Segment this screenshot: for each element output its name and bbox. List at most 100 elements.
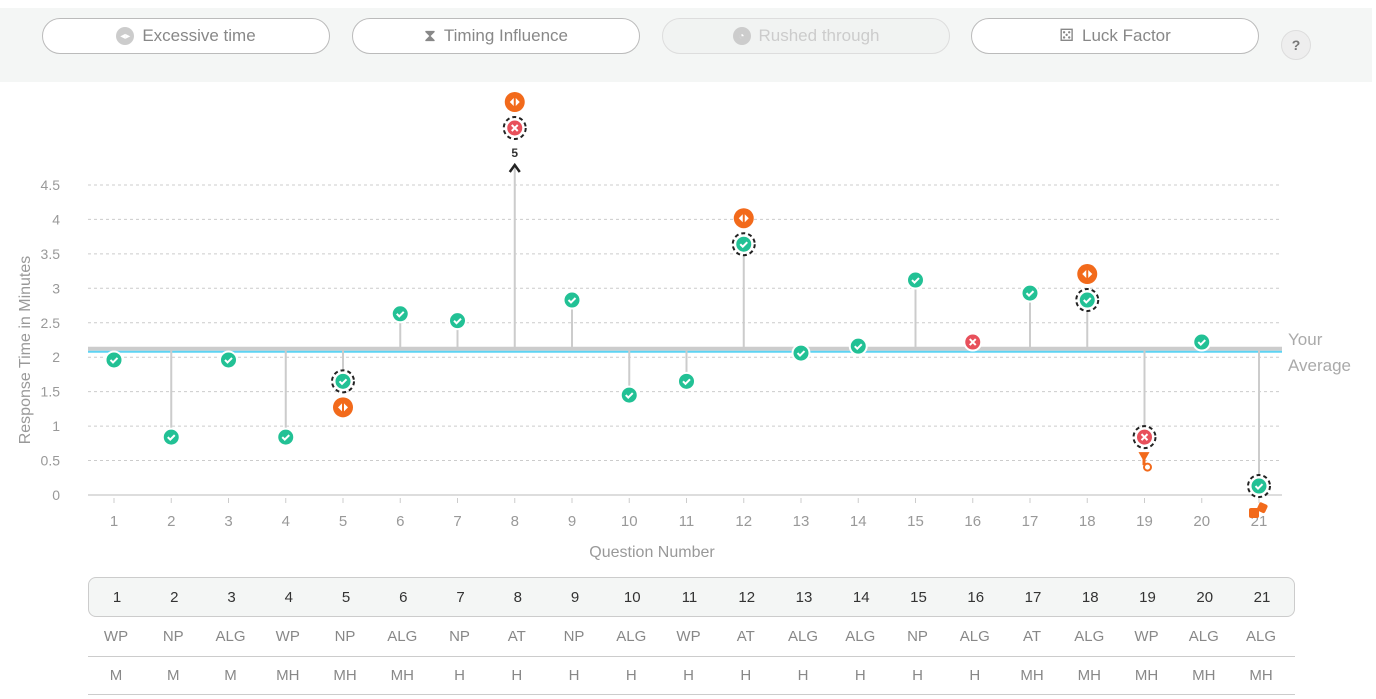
check-icon bbox=[739, 241, 748, 249]
check-icon bbox=[396, 311, 405, 318]
correct-point[interactable] bbox=[731, 232, 756, 257]
correct-point[interactable] bbox=[791, 343, 811, 363]
table-cell: 20 bbox=[1196, 589, 1214, 606]
correct-point[interactable] bbox=[448, 311, 467, 331]
table-cell: M bbox=[167, 667, 180, 684]
table-cell: ALG bbox=[787, 628, 818, 645]
table-cell: NP bbox=[907, 628, 928, 645]
table-cell: H bbox=[740, 667, 752, 684]
excessive-time-button[interactable]: ◂▸ Excessive time bbox=[42, 18, 330, 54]
button-label: Excessive time bbox=[142, 26, 256, 45]
x-tick-label: 3 bbox=[224, 513, 232, 530]
correct-point[interactable] bbox=[562, 290, 582, 310]
point-marker bbox=[448, 311, 467, 331]
table-cell: 7 bbox=[456, 589, 465, 606]
table-cell: ALG bbox=[1188, 628, 1219, 645]
excessive-time-icon: ◂▸ bbox=[116, 27, 135, 45]
check-icon bbox=[796, 350, 806, 357]
table-cell: 12 bbox=[738, 589, 756, 606]
table-cell: H bbox=[568, 667, 580, 684]
y-tick-label: 2 bbox=[52, 349, 60, 365]
check-icon bbox=[911, 277, 920, 284]
button-label: Timing Influence bbox=[443, 26, 569, 45]
table-cell: 2 bbox=[170, 589, 179, 606]
x-tick-label: 10 bbox=[621, 513, 638, 530]
x-icon bbox=[969, 338, 977, 346]
table-cell: MH bbox=[276, 667, 300, 684]
table-cell: 11 bbox=[681, 589, 698, 606]
table-cell: ALG bbox=[387, 628, 418, 645]
table-cell: H bbox=[625, 667, 637, 684]
table-cell: 9 bbox=[570, 589, 580, 606]
hourglass-icon bbox=[1138, 452, 1152, 472]
correct-point[interactable] bbox=[1020, 283, 1040, 303]
table-cell: MH bbox=[1249, 667, 1273, 684]
dice-icon bbox=[1249, 502, 1268, 519]
correct-point[interactable] bbox=[848, 336, 868, 356]
check-icon bbox=[625, 392, 634, 400]
correct-point[interactable] bbox=[161, 427, 181, 447]
incorrect-point[interactable] bbox=[963, 332, 983, 352]
x-tick-label: 18 bbox=[1079, 513, 1096, 530]
table-cell: 17 bbox=[1024, 589, 1042, 606]
table-cell: AT bbox=[507, 628, 526, 645]
hourglass-icon: ⧗ bbox=[423, 26, 436, 45]
x-tick-label: 12 bbox=[735, 513, 752, 530]
table-cell: H bbox=[511, 667, 523, 684]
luck-factor-button[interactable]: ⚄ Luck Factor bbox=[971, 18, 1259, 54]
point-marker bbox=[1077, 290, 1097, 310]
correct-point[interactable] bbox=[1192, 332, 1212, 352]
response-time-chart: 0 0.5 1 1.5 2 2.5 3 3.5 4 4.5 Response Time in Min… bbox=[17, 92, 1351, 561]
point-marker bbox=[219, 350, 238, 370]
table-cell: 16 bbox=[967, 589, 985, 606]
question-number-row: 1 2 3 4 5 6 7 8 9 10 11 12 13 14 15 16 17 18 19 20 21 bbox=[88, 577, 1295, 617]
average-label: Your bbox=[1288, 330, 1323, 349]
table-cell: WP bbox=[103, 628, 129, 645]
arrow-up-icon bbox=[508, 162, 521, 173]
table-cell: AT bbox=[736, 628, 755, 645]
correct-point[interactable] bbox=[104, 350, 124, 370]
point-marker bbox=[791, 343, 811, 363]
correct-point[interactable] bbox=[390, 304, 410, 324]
point-marker bbox=[619, 385, 639, 405]
y-tick-label: 2.5 bbox=[41, 315, 61, 331]
table-cell: 19 bbox=[1139, 589, 1156, 606]
correct-point[interactable] bbox=[677, 371, 696, 391]
x-tick-label: 6 bbox=[396, 513, 404, 530]
table-cell: NP bbox=[563, 628, 585, 645]
point-marker bbox=[333, 371, 353, 391]
correct-point[interactable] bbox=[276, 427, 296, 447]
check-icon bbox=[338, 378, 348, 386]
incorrect-point[interactable] bbox=[1132, 425, 1157, 450]
timing-influence-button[interactable]: ⧗ Timing Influence bbox=[352, 18, 640, 54]
table-cell: H bbox=[854, 667, 866, 684]
table-cell: H bbox=[454, 667, 465, 684]
correct-point[interactable] bbox=[1247, 474, 1271, 499]
table-cell: 3 bbox=[227, 589, 236, 606]
question-type-row: WP NP ALG WP NP ALG NP AT NP ALG WP AT ALG ALG NP ALG AT… bbox=[88, 620, 1295, 657]
correct-point[interactable] bbox=[1075, 288, 1100, 313]
help-button[interactable]: ? bbox=[1281, 30, 1311, 60]
table-cell: M bbox=[224, 667, 237, 684]
table-cell: NP bbox=[449, 628, 470, 645]
y-tick-label: 0.5 bbox=[41, 453, 61, 469]
y-tick-label: 1 bbox=[52, 418, 60, 434]
correct-point[interactable] bbox=[219, 350, 238, 370]
x-tick-label: 19 bbox=[1136, 513, 1153, 530]
x-axis-label: Question Number bbox=[589, 544, 715, 561]
table-cell: 18 bbox=[1081, 589, 1099, 606]
correct-point[interactable] bbox=[619, 385, 639, 405]
point-marker bbox=[677, 371, 696, 391]
table-cell: 14 bbox=[852, 589, 870, 606]
point-marker bbox=[906, 270, 925, 290]
point-marker bbox=[276, 427, 296, 447]
point-marker bbox=[1192, 332, 1212, 352]
incorrect-point[interactable] bbox=[502, 116, 527, 140]
table-cell: H bbox=[912, 667, 923, 684]
correct-point[interactable] bbox=[906, 270, 925, 290]
point-marker bbox=[104, 350, 124, 370]
y-tick-label: 1.5 bbox=[41, 384, 61, 400]
rushed-through-button[interactable]: ◔ Rushed through bbox=[662, 18, 950, 54]
x-tick-label: 16 bbox=[964, 513, 981, 530]
correct-point[interactable] bbox=[331, 369, 355, 394]
